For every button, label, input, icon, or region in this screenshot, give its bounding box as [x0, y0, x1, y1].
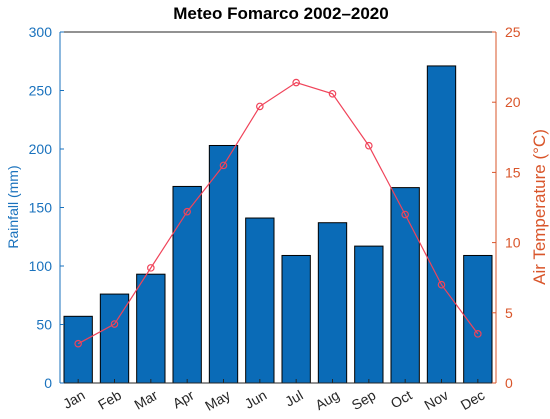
- y-axis-title-right: Air Temperature (°C): [530, 129, 549, 285]
- y-tick-label-right: 15: [505, 164, 521, 180]
- rainfall-bars: [63, 65, 493, 384]
- temperature-point-aug: [328, 89, 337, 98]
- bar-feb: [99, 293, 130, 384]
- y-tick-label-right: 5: [505, 305, 513, 321]
- temperature-point-oct: [401, 210, 409, 219]
- y-tick-label-left: 100: [29, 258, 53, 274]
- y-tick-label-right: 10: [505, 235, 521, 251]
- y-tick-label-left: 200: [29, 141, 53, 157]
- plot-area: [60, 32, 496, 383]
- y-tick-label-left: 50: [36, 317, 52, 333]
- y-tick-label-left: 0: [44, 375, 52, 391]
- x-tick-label-mar: Mar: [131, 387, 160, 413]
- temperature-point-jan: [74, 339, 82, 348]
- x-tick-label-feb: Feb: [95, 387, 124, 413]
- bar-mar: [136, 273, 166, 384]
- bar-may: [208, 144, 239, 384]
- plot-background: [60, 32, 496, 383]
- y-tick-label-left: 300: [29, 24, 53, 40]
- bar-oct: [390, 187, 420, 384]
- temperature-point-dec: [474, 330, 482, 338]
- y-axis-title-left: Rainfall (mm): [5, 165, 21, 248]
- bar-jan: [63, 315, 93, 384]
- temperature-line: [74, 78, 482, 348]
- temperature-point-jul: [292, 78, 300, 87]
- x-tick-label-jun: Jun: [242, 387, 270, 412]
- temperature-point-sep: [365, 141, 373, 150]
- temperature-point-may: [219, 161, 228, 170]
- x-tick-label-aug: Aug: [312, 387, 342, 413]
- y-tick-label-left: 250: [29, 83, 53, 99]
- bar-aug: [317, 222, 348, 384]
- y-tick-label-left: 150: [29, 200, 53, 216]
- x-tick-label-oct: Oct: [388, 387, 415, 412]
- y-tick-label-right: 20: [505, 94, 521, 110]
- bar-dec: [463, 254, 493, 384]
- bar-sep: [354, 245, 384, 384]
- bar-nov: [426, 65, 457, 384]
- bar-apr: [172, 185, 202, 384]
- x-tick-label-jan: Jan: [60, 387, 88, 412]
- bar-jun: [245, 217, 275, 384]
- y-tick-label-right: 25: [505, 24, 521, 40]
- temperature-point-mar: [147, 264, 155, 272]
- temperature-point-nov: [437, 280, 446, 289]
- bar-jul: [281, 254, 311, 384]
- temperature-series-line: [77, 81, 479, 345]
- x-tick-label-apr: Apr: [170, 387, 197, 412]
- x-tick-label-dec: Dec: [458, 387, 488, 413]
- x-tick-label-nov: Nov: [421, 387, 451, 413]
- x-tick-label-may: May: [202, 387, 233, 414]
- x-tick-label-sep: Sep: [349, 387, 379, 413]
- y-tick-label-right: 0: [505, 375, 513, 391]
- temperature-point-feb: [110, 320, 119, 328]
- chart-title: Meteo Fomarco 2002–2020: [173, 4, 388, 23]
- x-tick-label-jul: Jul: [282, 387, 306, 410]
- temperature-point-jun: [256, 102, 264, 111]
- temperature-point-apr: [183, 207, 191, 216]
